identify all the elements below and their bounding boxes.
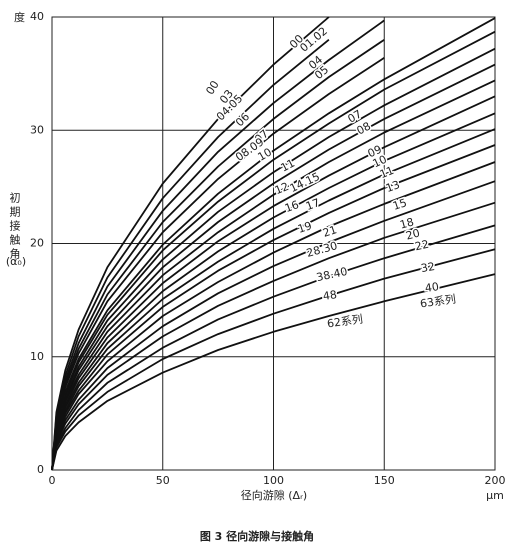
curve-label: 32 bbox=[420, 260, 436, 275]
y-tick-label: 40 bbox=[30, 10, 44, 23]
x-tick-label: 150 bbox=[374, 474, 395, 487]
curve-label: 13 bbox=[384, 178, 402, 195]
y-unit: 度 bbox=[14, 10, 25, 24]
curve bbox=[51, 273, 496, 471]
caption: 图 3 径向游隙与接触角 bbox=[199, 530, 315, 543]
y-tick-label: 0 bbox=[37, 463, 44, 476]
y-symbol: (α₀) bbox=[6, 255, 26, 268]
curve bbox=[51, 17, 496, 471]
curve-label: 18 bbox=[398, 215, 415, 231]
curve bbox=[51, 161, 496, 471]
curve bbox=[51, 39, 330, 471]
y-tick-label: 10 bbox=[30, 350, 44, 363]
curve-label: 22 bbox=[414, 238, 430, 254]
x-label: 径向游隙 (Δᵣ) bbox=[241, 488, 307, 502]
curve-label: 62系列 bbox=[326, 312, 364, 331]
curve-label: 15 bbox=[391, 196, 408, 213]
curve-label: 63系列 bbox=[419, 292, 457, 311]
x-tick-label: 0 bbox=[49, 474, 56, 487]
curve bbox=[51, 248, 496, 471]
curve-label: 09 bbox=[366, 143, 384, 161]
x-tick-label: 50 bbox=[156, 474, 170, 487]
curve bbox=[51, 16, 330, 471]
x-unit: μm bbox=[486, 489, 504, 502]
curve-label: 20 bbox=[404, 226, 421, 242]
y-tick-label: 20 bbox=[30, 237, 44, 250]
curve-label: 21 bbox=[321, 223, 338, 240]
curve-label: 19 bbox=[296, 219, 313, 236]
curve bbox=[51, 180, 496, 471]
curve-label: 17 bbox=[304, 196, 322, 213]
curve-label: 16 bbox=[283, 198, 301, 215]
x-tick-label: 200 bbox=[485, 474, 506, 487]
curve-label: 14.15 bbox=[288, 170, 322, 195]
curve bbox=[51, 224, 496, 471]
y-tick-label: 30 bbox=[30, 123, 44, 136]
x-tick-label: 100 bbox=[263, 474, 284, 487]
curve-label: 06 bbox=[233, 110, 252, 129]
curve-label: 48 bbox=[322, 288, 338, 303]
curve bbox=[51, 201, 496, 471]
curve bbox=[51, 128, 496, 471]
y-label: 初期接触角 bbox=[8, 192, 21, 262]
curve-label: 40 bbox=[424, 280, 440, 295]
curve-label: 38.40 bbox=[315, 265, 349, 284]
